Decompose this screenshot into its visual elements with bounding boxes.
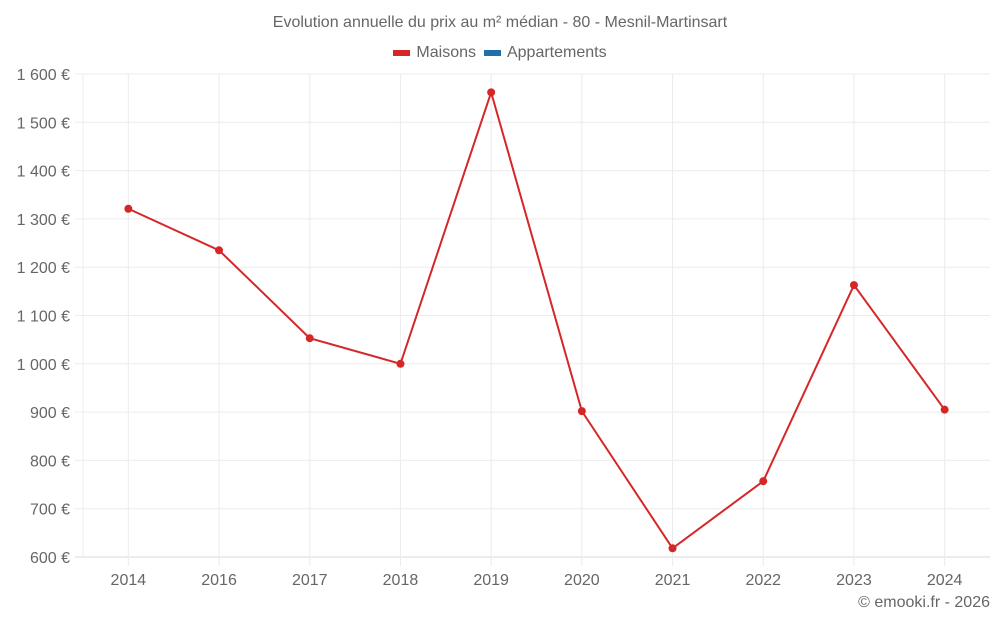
x-axis: 2014 2016 2017 2018 2019 2020 2021 2022 2023 2024	[111, 572, 963, 589]
legend-label-appartements: Appartements	[506, 44, 607, 61]
y-tick-label: 700 €	[30, 502, 70, 519]
x-tick-label: 2014	[111, 572, 147, 589]
x-tick-label: 2016	[201, 572, 237, 589]
y-tick-label: 1 600 €	[17, 67, 70, 84]
gridlines	[75, 73, 990, 566]
data-point[interactable]	[577, 407, 586, 416]
x-tick-label: 2018	[383, 572, 419, 589]
data-point[interactable]	[940, 405, 949, 414]
y-tick-label: 1 400 €	[17, 164, 70, 181]
data-point[interactable]	[759, 477, 768, 486]
data-point[interactable]	[668, 544, 677, 553]
y-axis: 600 € 700 € 800 € 900 € 1 000 € 1 100 € 1 200 …	[17, 67, 70, 567]
y-tick-label: 600 €	[30, 550, 70, 567]
y-tick-label: 1 500 €	[17, 115, 70, 132]
legend-swatch-appartements	[483, 50, 501, 56]
copyright-footer: © emooki.fr - 2026	[858, 594, 990, 611]
legend-item-maisons[interactable]: Maisons	[393, 44, 476, 62]
y-tick-label: 1 100 €	[17, 309, 70, 326]
data-point[interactable]	[124, 204, 133, 213]
y-tick-label: 1 300 €	[17, 212, 70, 229]
legend-swatch-maisons	[393, 50, 411, 56]
x-tick-label: 2022	[745, 572, 781, 589]
legend-label-maisons: Maisons	[416, 44, 476, 61]
chart-title: Evolution annuelle du prix au m² médian …	[272, 14, 728, 31]
legend-item-appartements[interactable]: Appartements	[483, 44, 607, 62]
x-tick-label: 2017	[292, 572, 328, 589]
data-point[interactable]	[849, 281, 858, 290]
data-point[interactable]	[487, 88, 496, 97]
legend: Maisons Appartements	[0, 44, 1000, 62]
y-tick-label: 900 €	[30, 405, 70, 422]
data-point[interactable]	[215, 246, 224, 255]
x-tick-label: 2019	[473, 572, 509, 589]
x-tick-label: 2021	[655, 572, 691, 589]
series-maisons	[124, 88, 949, 553]
x-tick-label: 2020	[564, 572, 600, 589]
data-point[interactable]	[305, 334, 314, 343]
y-tick-label: 1 000 €	[17, 357, 70, 374]
y-tick-label: 1 200 €	[17, 260, 70, 277]
x-tick-label: 2024	[927, 572, 963, 589]
y-tick-label: 800 €	[30, 453, 70, 470]
data-point[interactable]	[396, 359, 405, 368]
x-tick-label: 2023	[836, 572, 872, 589]
